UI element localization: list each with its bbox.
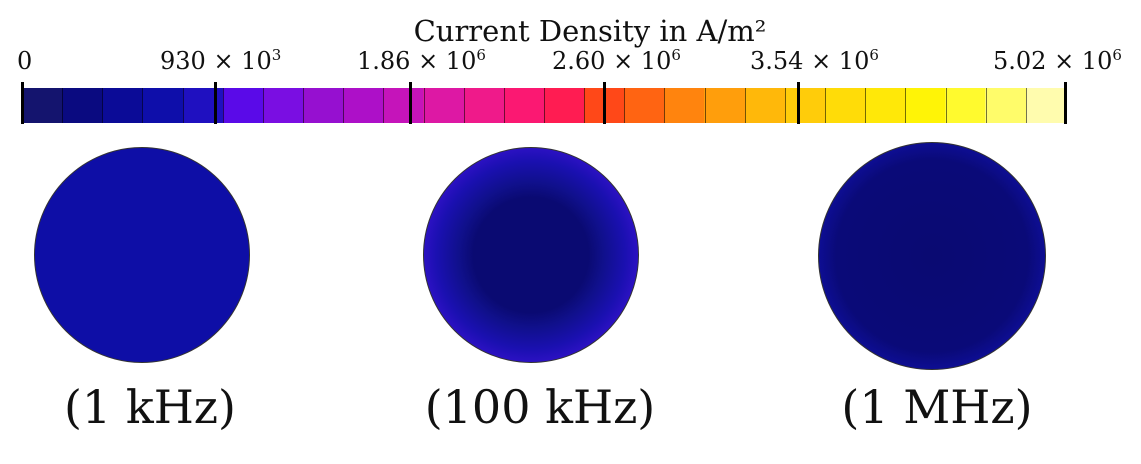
colorbar-segment [945, 88, 986, 123]
cross-section-1mhz [818, 142, 1046, 370]
panel-label-1mhz: (1 MHz) [841, 380, 1033, 434]
colorbar-segment [222, 88, 263, 123]
colorbar-major-tick [21, 82, 24, 124]
colorbar-segment [985, 88, 1026, 123]
colorbar-segment [824, 88, 865, 123]
colorbar-segment [664, 88, 705, 123]
colorbar-segment [704, 88, 745, 123]
colorbar [22, 88, 1066, 123]
colorbar-segment [905, 88, 946, 123]
colorbar-segment [62, 88, 103, 123]
colorbar-minor-tick [142, 88, 144, 123]
colorbar-minor-tick [102, 88, 104, 123]
colorbar-major-tick [797, 82, 800, 124]
colorbar-tick-label: 5.02 × 106 [993, 46, 1122, 75]
colorbar-minor-tick [463, 88, 465, 123]
colorbar-segment [343, 88, 384, 123]
colorbar-minor-tick [664, 88, 666, 123]
colorbar-minor-tick [784, 88, 786, 123]
colorbar-segment [744, 88, 785, 123]
colorbar-segment [864, 88, 906, 123]
colorbar-segment [543, 88, 584, 123]
colorbar-minor-tick [343, 88, 345, 123]
colorbar-segment [784, 88, 825, 123]
colorbar-minor-tick [182, 88, 184, 123]
colorbar-minor-tick [383, 88, 385, 123]
colorbar-minor-tick [584, 88, 586, 123]
colorbar-minor-tick [945, 88, 947, 123]
colorbar-segment [1025, 88, 1066, 123]
colorbar-tick-label: 3.54 × 106 [750, 46, 879, 75]
panel-label-100khz: (100 kHz) [424, 380, 656, 434]
colorbar-segment [142, 88, 183, 123]
colorbar-tick-label: 1.86 × 106 [357, 46, 486, 75]
panel-label-1khz: (1 kHz) [63, 380, 236, 434]
colorbar-segment [383, 88, 424, 123]
colorbar-segment [624, 88, 665, 123]
colorbar-minor-tick [744, 88, 746, 123]
colorbar-tick-label: 2.60 × 106 [552, 46, 681, 75]
colorbar-major-tick [603, 82, 606, 124]
colorbar-segment [463, 88, 504, 123]
colorbar-segment [503, 88, 544, 123]
colorbar-segment [423, 88, 464, 123]
cross-section-100khz [423, 147, 639, 363]
colorbar-minor-tick [303, 88, 305, 123]
colorbar-tick-label: 930 × 103 [160, 46, 282, 75]
colorbar-tick-label: 0 [17, 47, 33, 75]
colorbar-major-tick [1064, 82, 1067, 124]
colorbar-minor-tick [985, 88, 987, 123]
colorbar-minor-tick [865, 88, 867, 123]
colorbar-minor-tick [1025, 88, 1027, 123]
colorbar-minor-tick [423, 88, 425, 123]
colorbar-segment [22, 88, 63, 123]
colorbar-segment [102, 88, 143, 123]
colorbar-minor-tick [704, 88, 706, 123]
colorbar-major-tick [409, 82, 412, 124]
colorbar-minor-tick [222, 88, 224, 123]
colorbar-minor-tick [262, 88, 264, 123]
colorbar-segment [262, 88, 303, 123]
colorbar-minor-tick [825, 88, 827, 123]
colorbar-minor-tick [905, 88, 907, 123]
colorbar-minor-tick [62, 88, 64, 123]
colorbar-minor-tick [544, 88, 545, 123]
cross-section-1khz [34, 147, 250, 363]
colorbar-minor-tick [624, 88, 626, 123]
colorbar-minor-tick [503, 88, 505, 123]
colorbar-title: Current Density in A/m² [413, 14, 767, 48]
colorbar-major-tick [214, 82, 217, 124]
colorbar-segment [302, 88, 344, 123]
